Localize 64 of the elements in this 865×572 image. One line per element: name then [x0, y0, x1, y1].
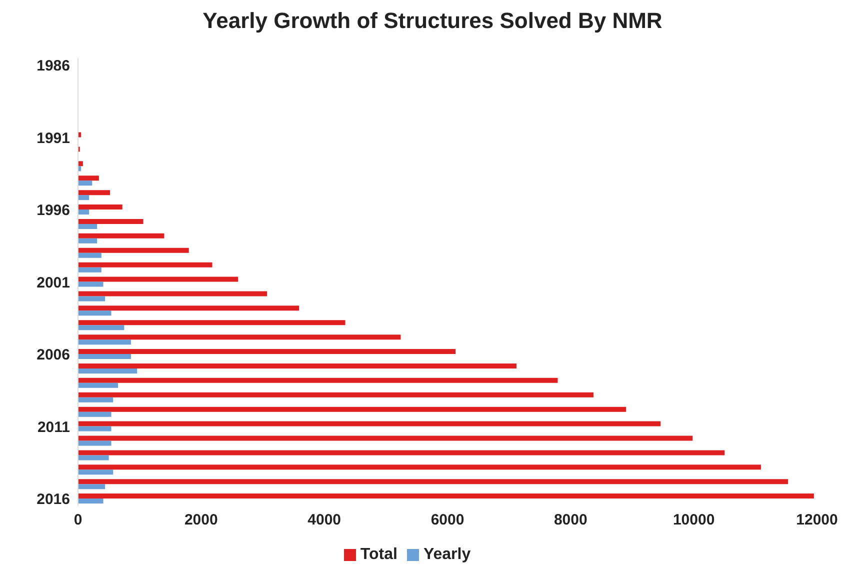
x-tick-label: 12000 — [796, 512, 838, 529]
bar — [78, 334, 401, 340]
bar — [78, 354, 131, 360]
bar — [78, 436, 693, 441]
bar — [78, 296, 106, 302]
y-tick-label: 2011 — [37, 418, 70, 436]
bar — [78, 426, 112, 432]
bar — [78, 248, 189, 253]
bar — [78, 479, 788, 484]
y-tick-label: 2016 — [36, 491, 70, 508]
legend-label: Total — [360, 546, 398, 563]
bar — [78, 440, 112, 446]
bar — [78, 180, 92, 186]
bar — [78, 320, 346, 326]
y-tick-label: 1991 — [36, 130, 70, 147]
bar — [78, 470, 114, 475]
bar — [78, 161, 83, 166]
x-tick-label: 0 — [74, 512, 82, 529]
x-tick-label: 8000 — [554, 512, 588, 529]
bar — [78, 382, 118, 388]
x-tick-label: 2000 — [184, 512, 218, 529]
bar — [78, 412, 112, 417]
bar — [78, 276, 238, 282]
bar — [78, 233, 164, 238]
bar — [78, 406, 626, 412]
x-tick-label: 6000 — [430, 512, 464, 529]
bar — [78, 464, 761, 470]
bar — [78, 238, 98, 244]
bar — [78, 252, 102, 258]
y-tick-label: 2006 — [36, 346, 70, 364]
y-tick-label: 1996 — [36, 202, 70, 220]
bar — [78, 455, 109, 460]
y-tick-label: 1986 — [36, 58, 70, 75]
bar — [78, 368, 138, 374]
bar — [78, 378, 558, 383]
bar — [78, 306, 300, 311]
bar — [78, 450, 725, 456]
bar — [78, 494, 814, 499]
bar — [78, 262, 212, 268]
chart-title: Yearly Growth of Structures Solved By NMR — [202, 8, 664, 35]
bar — [78, 176, 99, 181]
bar — [78, 421, 661, 426]
bar — [78, 195, 90, 200]
x-tick-label: 10000 — [672, 512, 715, 529]
bar — [78, 190, 110, 196]
bar — [78, 224, 98, 229]
legend-label: Yearly — [423, 546, 471, 563]
y-tick-label: 2001 — [36, 274, 70, 292]
bar — [78, 397, 114, 402]
bar — [78, 218, 144, 224]
bar — [78, 392, 594, 398]
bar — [78, 267, 102, 272]
bar — [78, 282, 104, 287]
bar — [78, 340, 131, 345]
bar — [78, 349, 456, 354]
bar — [78, 310, 112, 316]
bar — [78, 363, 516, 368]
bar — [78, 210, 90, 215]
bar — [78, 204, 122, 210]
bar — [78, 291, 268, 296]
bar — [78, 484, 106, 490]
x-tick-label: 4000 — [308, 512, 342, 529]
bar — [78, 498, 104, 504]
bar — [78, 325, 124, 330]
